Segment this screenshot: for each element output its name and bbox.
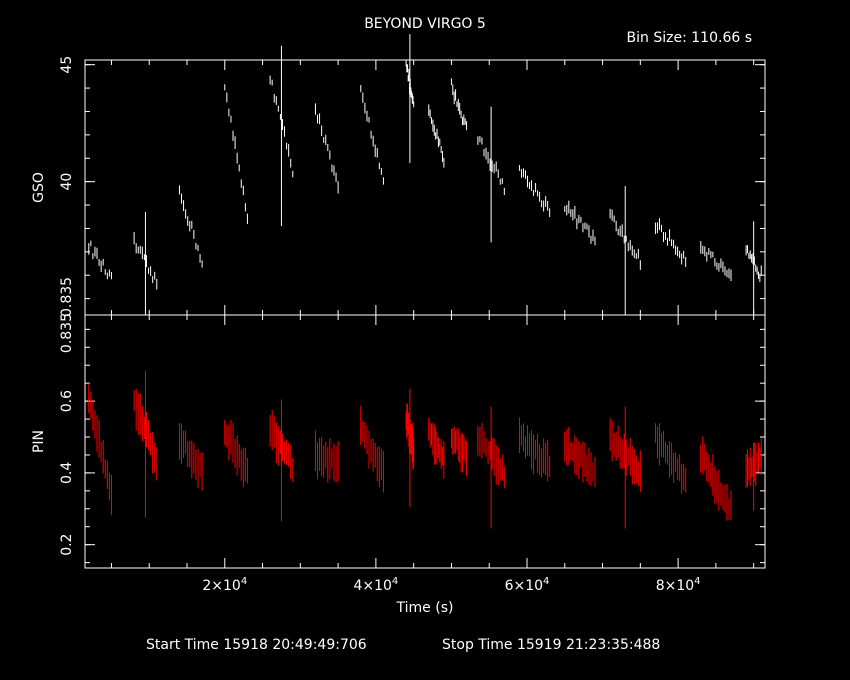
data-segment (477, 406, 505, 529)
data-segment (88, 383, 112, 516)
y-tick-label: 0.2 (59, 534, 75, 556)
x-axis-label: Time (s) (396, 600, 454, 616)
chart-title: BEYOND VIRGO 5 (364, 16, 486, 32)
data-segment (360, 405, 384, 493)
data-segment (564, 427, 596, 488)
data-segment (700, 436, 732, 521)
data-segment (745, 221, 762, 315)
data-segment (450, 426, 468, 477)
data-segment (88, 240, 112, 280)
y-tick-label: 40 (59, 173, 75, 191)
y-top-label: 0.835 (59, 277, 75, 317)
x-tick-label: 8×104 (656, 576, 701, 594)
y-axis-label: PIN (31, 430, 47, 453)
data-segment (518, 417, 551, 482)
stop-time-label: Stop Time 15919 21:23:35:488 (442, 637, 661, 653)
pin-panel: 0.2 0.4 0.6 0.835 PIN 2×104 4×104 6×104 8×104 Tim… (31, 277, 766, 616)
data-segment (700, 240, 732, 281)
data-segment (654, 423, 687, 494)
data-segment (314, 430, 339, 483)
data-segment (428, 104, 445, 168)
data-segment (450, 78, 468, 131)
data-segment (133, 370, 158, 518)
y-axis-label: GSO (31, 172, 47, 203)
gso-panel: 40 45 0.835 GSO (31, 34, 766, 353)
data-segment (609, 406, 641, 529)
data-segment (224, 84, 248, 224)
data-segment (428, 417, 445, 479)
data-segment (405, 34, 415, 163)
data-segment (745, 438, 762, 511)
data-segment (609, 186, 641, 315)
data-segment (477, 106, 505, 243)
y-bottom-label: 0.835 (59, 313, 75, 353)
bin-size-label: Bin Size: 110.66 s (626, 30, 752, 46)
data-segment (314, 103, 339, 194)
data-segment (654, 218, 687, 267)
data-segment (360, 85, 384, 185)
data-segment (564, 200, 596, 246)
data-segment (178, 185, 203, 268)
y-tick-label: 0.6 (59, 390, 75, 412)
y-tick-label: 0.4 (59, 462, 75, 484)
start-time-label: Start Time 15918 20:49:49:706 (146, 637, 367, 653)
panel-frame (84, 314, 766, 569)
data-segment (133, 211, 158, 315)
data-segment (224, 419, 248, 488)
x-tick-label: 2×104 (202, 576, 247, 594)
x-tick-label: 6×104 (505, 576, 550, 594)
y-tick-label: 45 (59, 56, 75, 74)
data-segment (178, 423, 203, 491)
data-segment (405, 388, 415, 508)
panel-frame (84, 59, 766, 316)
data-segment (269, 399, 294, 522)
x-tick-label: 4×104 (353, 576, 398, 594)
data-segment (269, 45, 294, 227)
data-segment (518, 165, 551, 218)
